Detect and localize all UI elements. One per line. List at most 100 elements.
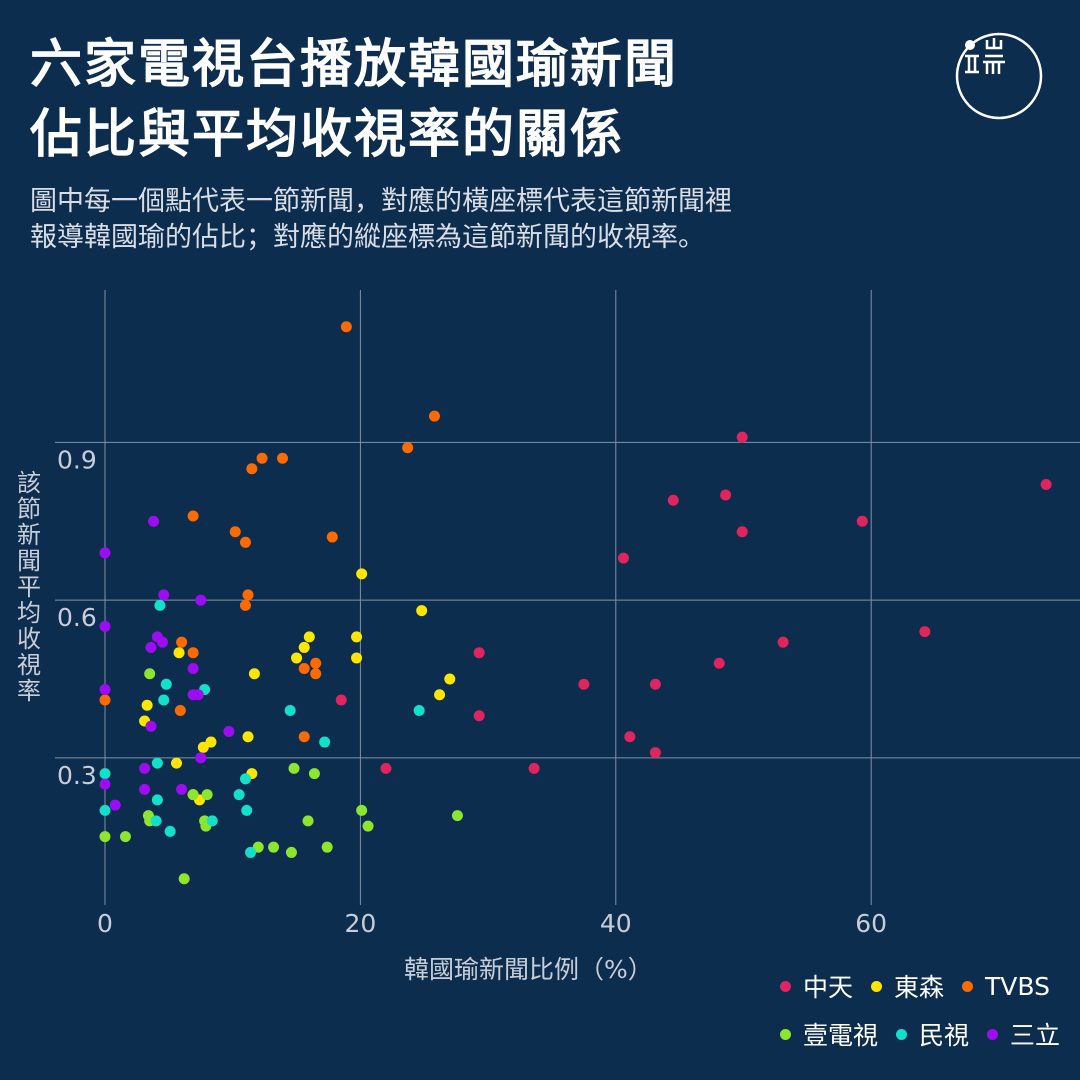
data-point — [298, 731, 310, 743]
data-point — [736, 431, 748, 443]
data-point — [528, 762, 540, 774]
data-point — [303, 631, 315, 643]
data-point — [160, 678, 172, 690]
data-point — [310, 657, 322, 669]
data-point — [302, 815, 314, 827]
legend-dot-tvbs — [962, 980, 974, 992]
data-point — [223, 726, 235, 738]
data-point — [145, 720, 157, 732]
data-point — [151, 757, 163, 769]
data-point — [351, 631, 363, 643]
data-point — [233, 789, 245, 801]
legend-item-yidianshi: 壹電視 — [780, 1016, 878, 1052]
data-point — [340, 321, 352, 333]
data-point — [195, 752, 207, 764]
data-point — [362, 820, 374, 832]
legend-item-zhongtian: 中天 — [780, 968, 853, 1004]
legend-item-sanli: 三立 — [987, 1016, 1060, 1052]
data-point — [919, 626, 931, 638]
legend-dot-dongsen — [871, 980, 883, 992]
data-point — [187, 662, 199, 674]
title-line-2: 佔比與平均收視率的關係 — [30, 105, 625, 165]
data-point — [291, 652, 303, 664]
data-point — [246, 463, 258, 475]
legend-item-tvbs: TVBS — [962, 972, 1050, 1001]
data-point — [380, 762, 392, 774]
data-point — [99, 694, 111, 706]
data-point — [139, 783, 151, 795]
data-point — [624, 731, 636, 743]
data-point — [151, 794, 163, 806]
data-point — [178, 873, 190, 885]
data-point — [99, 683, 111, 695]
data-point — [777, 636, 789, 648]
data-point — [145, 641, 157, 653]
data-point — [649, 747, 661, 759]
data-point — [335, 694, 347, 706]
x-tick-label: 40 — [600, 909, 632, 938]
data-point — [242, 731, 254, 743]
x-tick-label: 0 — [97, 909, 113, 938]
data-point — [99, 547, 111, 559]
data-point — [649, 678, 661, 690]
data-point — [451, 810, 463, 822]
legend-row-1: 中天 東森 TVBS — [780, 968, 1068, 1004]
legend-item-dongsen: 東森 — [871, 968, 944, 1004]
data-point — [187, 510, 199, 522]
data-point — [195, 594, 207, 606]
data-point — [720, 489, 732, 501]
data-point — [99, 804, 111, 816]
chart-subtitle: 圖中每一個點代表一節新聞，對應的橫座標代表這節新聞裡 報導韓國瑜的佔比；對應的縱… — [30, 184, 732, 256]
x-tick-label: 60 — [855, 909, 887, 938]
data-point — [174, 705, 186, 717]
legend-dot-sanli — [987, 1028, 999, 1040]
data-point — [288, 762, 300, 774]
data-point — [148, 515, 160, 527]
data-point — [206, 815, 218, 827]
data-point — [248, 668, 260, 680]
x-tick-label: 20 — [344, 909, 376, 938]
data-point — [444, 673, 456, 685]
data-point — [187, 647, 199, 659]
data-point — [473, 647, 485, 659]
legend-dot-yidianshi — [780, 1028, 791, 1040]
title-line-1: 六家電視台播放韓國瑜新聞 — [30, 35, 679, 95]
data-point — [144, 668, 156, 680]
data-point — [326, 531, 338, 543]
data-point — [1040, 478, 1052, 490]
legend-row-2: 壹電視 民視 三立 — [780, 1016, 1078, 1052]
data-point — [158, 694, 170, 706]
data-point — [284, 705, 296, 717]
data-point — [164, 825, 176, 837]
data-point — [356, 568, 368, 580]
data-point — [473, 710, 485, 722]
data-point — [205, 736, 217, 748]
data-point — [241, 804, 253, 816]
data-point — [402, 442, 414, 454]
data-point — [197, 741, 209, 753]
data-point — [268, 841, 280, 853]
data-point — [154, 599, 166, 611]
data-point — [667, 494, 679, 506]
data-point — [277, 452, 289, 464]
brand-logo: 端 — [955, 32, 1043, 120]
data-point — [428, 410, 440, 422]
data-point — [245, 846, 257, 858]
legend-label-tvbs: TVBS — [985, 971, 1050, 1001]
data-point — [201, 789, 213, 801]
data-point — [308, 768, 320, 780]
data-point — [156, 636, 168, 648]
legend-label-minshi: 民視 — [919, 1021, 970, 1050]
data-point — [416, 605, 428, 617]
data-point — [434, 689, 446, 701]
data-point — [229, 526, 241, 538]
legend-item-minshi: 民視 — [896, 1016, 969, 1052]
data-point — [285, 846, 297, 858]
data-point — [99, 778, 111, 790]
data-point — [119, 831, 131, 843]
y-axis-label: 該節新聞平均收視率 — [17, 469, 41, 705]
data-point — [187, 789, 199, 801]
data-point — [173, 647, 185, 659]
data-point — [319, 736, 331, 748]
data-point — [298, 662, 310, 674]
